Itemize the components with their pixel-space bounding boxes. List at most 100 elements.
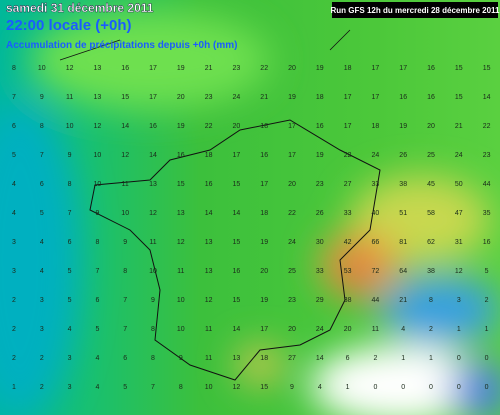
grid-value: 24	[372, 152, 380, 159]
grid-value: 12	[149, 210, 157, 217]
grid-value: 14	[233, 210, 241, 217]
grid-value: 47	[455, 210, 463, 217]
grid-value: 2	[429, 326, 433, 333]
grid-value: 16	[427, 94, 435, 101]
grid-value: 15	[260, 384, 268, 391]
grid-value: 17	[372, 65, 380, 72]
grid-value: 1	[401, 355, 405, 362]
grid-value: 2	[485, 297, 489, 304]
run-box	[332, 2, 498, 18]
grid-value: 9	[40, 94, 44, 101]
grid-value: 17	[372, 94, 380, 101]
grid-value: 7	[151, 384, 155, 391]
grid-value: 30	[316, 239, 324, 246]
grid-value: 18	[316, 94, 324, 101]
grid-value: 31	[455, 239, 463, 246]
grid-value: 1	[485, 326, 489, 333]
grid-value: 16	[149, 123, 157, 130]
grid-value: 27	[288, 355, 296, 362]
grid-value: 11	[372, 326, 379, 333]
grid-value: 5	[68, 297, 72, 304]
grid-value: 7	[123, 326, 127, 333]
grid-value: 15	[483, 65, 491, 72]
grid-value: 2	[12, 326, 16, 333]
grid-value: 17	[260, 181, 268, 188]
grid-value: 25	[427, 152, 435, 159]
grid-value: 20	[260, 268, 268, 275]
grid-value: 10	[177, 326, 185, 333]
grid-value: 13	[149, 181, 157, 188]
grid-value: 14	[316, 355, 324, 362]
grid-value: 21	[205, 65, 213, 72]
grid-value: 8	[68, 181, 72, 188]
grid-value: 8	[151, 326, 155, 333]
grid-value: 20	[288, 181, 296, 188]
grid-value: 50	[455, 181, 463, 188]
value-grid: 8 10 12 13 16 17 19 21 23 22 20 19 18 17 17 16 15 157 9 11 1…	[12, 65, 491, 391]
grid-value: 35	[483, 210, 491, 217]
grid-value: 21	[260, 94, 268, 101]
grid-value: 17	[233, 152, 241, 159]
grid-value: 2	[373, 355, 377, 362]
grid-value: 7	[95, 268, 99, 275]
grid-value: 1	[346, 384, 350, 391]
grid-value: 13	[94, 94, 102, 101]
grid-value: 17	[399, 65, 407, 72]
grid-value: 16	[316, 123, 324, 130]
grid-value: 10	[177, 297, 185, 304]
grid-value: 11	[149, 239, 156, 246]
grid-value: 24	[288, 239, 296, 246]
grid-value: 17	[344, 123, 352, 130]
grid-value: 0	[401, 384, 405, 391]
grid-value: 16	[427, 65, 435, 72]
grid-value: 8	[179, 384, 183, 391]
grid-value: 12	[66, 65, 74, 72]
grid-value: 19	[260, 297, 268, 304]
grid-value: 14	[205, 210, 213, 217]
grid-value: 15	[455, 65, 463, 72]
grid-value: 17	[288, 123, 296, 130]
grid-value: 19	[316, 65, 324, 72]
grid-value: 6	[68, 239, 72, 246]
grid-value: 12	[233, 384, 241, 391]
grid-value: 20	[177, 94, 185, 101]
grid-value: 23	[205, 94, 213, 101]
grid-value: 19	[177, 123, 185, 130]
grid-value: 22	[288, 210, 296, 217]
grid-value: 11	[122, 181, 129, 188]
grid-value: 4	[95, 384, 99, 391]
grid-value: 17	[288, 152, 296, 159]
coastline	[89, 119, 381, 381]
grid-value: 3	[40, 297, 44, 304]
grid-value: 17	[344, 94, 352, 101]
grid-value: 18	[260, 355, 268, 362]
grid-value: 8	[40, 123, 44, 130]
grid-value: 12	[455, 268, 463, 275]
grid-value: 14	[483, 94, 491, 101]
grid-value: 23	[233, 65, 241, 72]
grid-value: 11	[205, 355, 212, 362]
grid-value: 9	[151, 297, 155, 304]
grid-value: 8	[429, 297, 433, 304]
grid-value: 9	[68, 152, 72, 159]
grid-value: 15	[455, 94, 463, 101]
grid-value: 15	[233, 239, 241, 246]
grid-value: 15	[177, 181, 185, 188]
grid-value: 4	[318, 384, 322, 391]
grid-value: 18	[205, 152, 213, 159]
grid-value: 10	[121, 210, 129, 217]
grid-value: 1	[12, 384, 16, 391]
grid-value: 10	[66, 123, 74, 130]
grid-value: 2	[40, 355, 44, 362]
grid-value: 16	[177, 152, 185, 159]
grid-value: 13	[94, 65, 102, 72]
grid-value: 19	[399, 123, 407, 130]
grid-value: 19	[260, 239, 268, 246]
grid-value: 12	[121, 152, 129, 159]
grid-value: 18	[260, 210, 268, 217]
grid-value: 9	[290, 384, 294, 391]
grid-value: 51	[399, 210, 407, 217]
grid-value: 33	[372, 181, 380, 188]
